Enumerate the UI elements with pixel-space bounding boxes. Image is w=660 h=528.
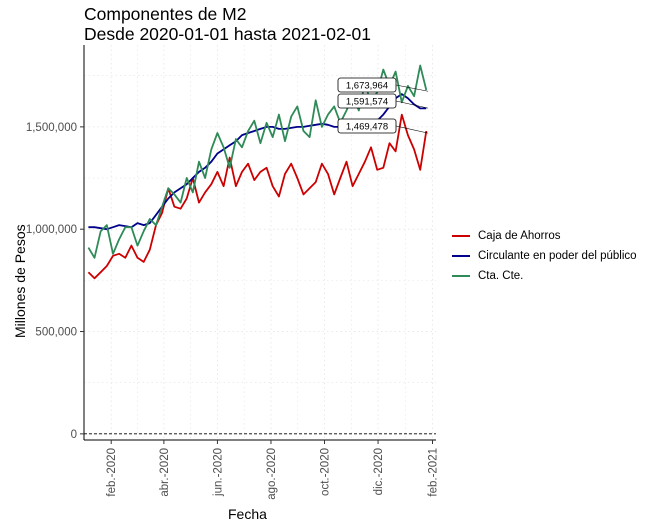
annotation-box	[337, 77, 397, 93]
legend-item-circulante-en-poder-del-publico: Circulante en poder del público	[452, 246, 637, 266]
legend-label: Cta. Cte.	[478, 270, 524, 282]
annotation-text: 1,469,478	[346, 122, 388, 133]
annotation-label: 1,591,574	[337, 93, 429, 109]
annotation-text: 1,591,574	[346, 97, 388, 108]
x-axis-title: Fecha	[228, 506, 267, 522]
y-tick-label: 1,500,000	[26, 122, 77, 134]
y-tick-label: 1,000,000	[26, 224, 77, 236]
chart-subtitle: Desde 2020-01-01 hasta 2021-02-01	[84, 24, 372, 44]
annotation-layer: 1,673,964 1,591,574 1,469,478	[337, 77, 429, 134]
x-tick-label: dic.-2020	[373, 448, 385, 495]
annotation-leader	[395, 100, 429, 109]
x-tick-label: ago.-2020	[266, 448, 278, 500]
annotation-text: 1,673,964	[346, 81, 388, 92]
x-tick-label: feb.-2020	[106, 448, 118, 497]
grid-layer	[84, 45, 436, 440]
legend-item-caja-de-ahorros: Caja de Ahorros	[452, 226, 637, 246]
y-tick-label: 500,000	[35, 327, 77, 339]
series-line-caja-de-ahorros	[87, 113, 428, 280]
chart-title: Componentes de M2	[84, 4, 247, 24]
annotation-label: 1,673,964	[337, 77, 429, 93]
y-tick-label: 0	[71, 429, 77, 441]
axis-layer: 0 500,000 1,000,000 1,500,000 feb.-2020 abr.-…	[26, 45, 439, 500]
legend-label: Circulante en poder del público	[478, 250, 637, 262]
y-axis-title: Millones de Pesos	[12, 224, 28, 338]
annotation-label: 1,469,478	[337, 118, 429, 134]
legend-label: Caja de Ahorros	[478, 230, 561, 242]
annotation-leader	[395, 84, 429, 92]
annotation-box	[337, 118, 397, 134]
legend-key	[452, 255, 470, 257]
legend: Caja de Ahorros Circulante en poder del p…	[452, 226, 637, 286]
legend-key	[452, 275, 470, 277]
x-tick-label: jun.-2020	[212, 448, 224, 497]
annotation-box	[337, 93, 397, 109]
legend-item-cta-cte: Cta. Cte.	[452, 266, 637, 286]
legend-key	[452, 235, 470, 237]
annotation-leader	[395, 125, 429, 134]
x-tick-label: oct.-2020	[320, 448, 332, 496]
x-tick-label: feb.-2021	[427, 448, 439, 497]
x-tick-label: abr.-2020	[159, 448, 171, 497]
